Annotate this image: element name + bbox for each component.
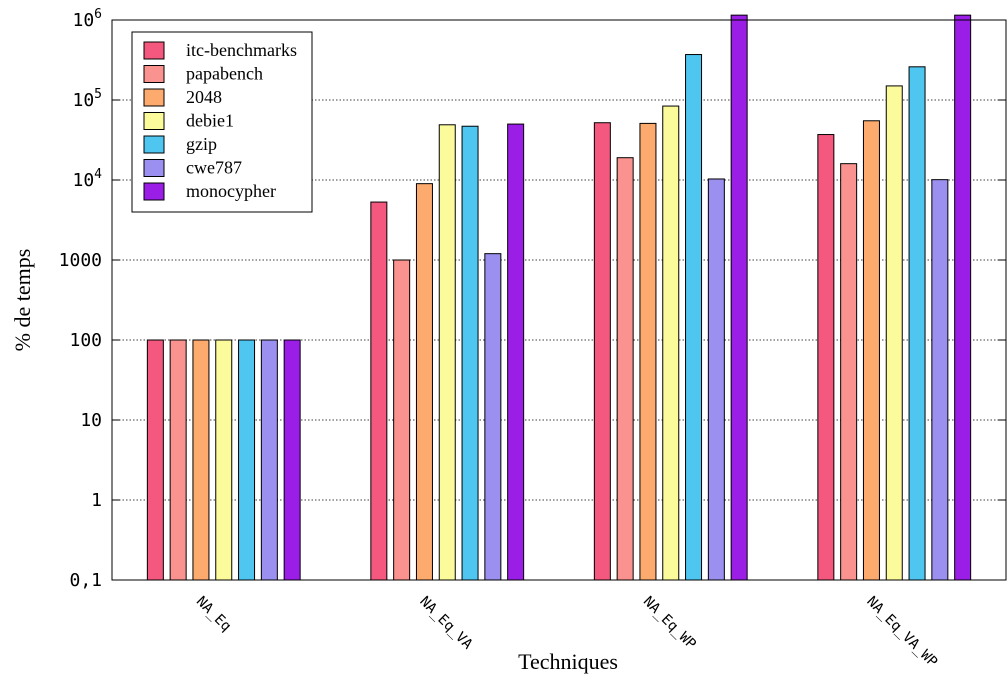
y-axis-title: % de temps (10, 249, 35, 352)
legend-swatch-gzip (143, 135, 165, 154)
plot-frame (111, 19, 1007, 581)
bar-cwe787-NA_Eq_VA_WP (931, 179, 949, 581)
legend-label-cwe787: cwe787 (186, 158, 242, 178)
legend-label-2048: 2048 (186, 87, 222, 107)
y-tick-label: 0,1 (69, 570, 102, 591)
legend: itc-benchmarks papabench 2048 debie1 gzip cwe… (131, 31, 313, 213)
bar-itc-benchmarks-NA_Eq (146, 339, 164, 581)
y-tick-label: 105 (72, 87, 102, 111)
bar-monocypher-NA_Eq_WP (730, 14, 748, 581)
bar-monocypher-NA_Eq_VA (507, 123, 525, 581)
bar-2048-NA_Eq (192, 339, 210, 581)
legend-swatch-monocypher (143, 182, 165, 201)
bar-gzip-NA_Eq (238, 339, 256, 581)
y-tick-label: 106 (72, 7, 102, 31)
bar-debie1-NA_Eq_VA_WP (885, 85, 903, 581)
legend-label-debie1: debie1 (186, 111, 234, 131)
bar-papabench-NA_Eq (169, 339, 187, 581)
y-tick-label: 1 (91, 490, 102, 511)
bar-debie1-NA_Eq (215, 339, 233, 581)
bar-itc-benchmarks-NA_Eq_WP (593, 122, 611, 581)
x-tick-label: NA_Eq_VA_WP (863, 594, 940, 671)
bars (146, 14, 972, 581)
bar-2048-NA_Eq_VA (415, 183, 433, 581)
bar-gzip-NA_Eq_VA_WP (908, 66, 926, 581)
y-tick-label: 104 (72, 167, 102, 191)
bar-papabench-NA_Eq_WP (616, 157, 634, 581)
x-axis-title: Techniques (518, 649, 618, 674)
bar-debie1-NA_Eq_WP (662, 105, 680, 581)
bar-cwe787-NA_Eq (260, 339, 278, 581)
bar-cwe787-NA_Eq_VA (484, 253, 502, 581)
y-tick-labels: 0,1 1 10 100 1000 104 105 106 (59, 7, 103, 591)
bar-debie1-NA_Eq_VA (438, 124, 456, 581)
y-tick-label: 100 (69, 330, 102, 351)
legend-label-itc-benchmarks: itc-benchmarks (186, 40, 297, 60)
bar-2048-NA_Eq_VA_WP (862, 120, 880, 581)
bar-monocypher-NA_Eq (283, 339, 301, 581)
legend-swatch-debie1 (143, 112, 165, 130)
y-tick-label: 10 (80, 410, 102, 431)
x-tick-label: NA_Eq (193, 594, 234, 635)
bar-monocypher-NA_Eq_VA_WP (954, 14, 972, 581)
axes (111, 19, 1007, 581)
y-tick-label: 1000 (59, 250, 102, 271)
legend-swatch-itc-benchmarks (143, 41, 165, 60)
bar-papabench-NA_Eq_VA_WP (840, 163, 858, 581)
x-tick-label: NA_Eq_WP (640, 594, 699, 653)
legend-label-monocypher: monocypher (186, 181, 276, 201)
bar-gzip-NA_Eq_VA (461, 125, 479, 581)
x-tick-label: NA_Eq_VA (416, 594, 475, 653)
bar-2048-NA_Eq_WP (639, 122, 657, 581)
bar-itc-benchmarks-NA_Eq_VA_WP (817, 134, 835, 581)
legend-swatch-2048 (143, 88, 165, 107)
legend-swatch-papabench (143, 65, 165, 83)
bar-papabench-NA_Eq_VA (393, 259, 411, 581)
bar-gzip-NA_Eq_WP (685, 54, 703, 581)
bar-cwe787-NA_Eq_WP (707, 178, 725, 581)
legend-swatch-cwe787 (143, 159, 165, 177)
bar-itc-benchmarks-NA_Eq_VA (370, 201, 388, 581)
legend-label-gzip: gzip (186, 134, 217, 154)
legend-label-papabench: papabench (186, 64, 263, 84)
